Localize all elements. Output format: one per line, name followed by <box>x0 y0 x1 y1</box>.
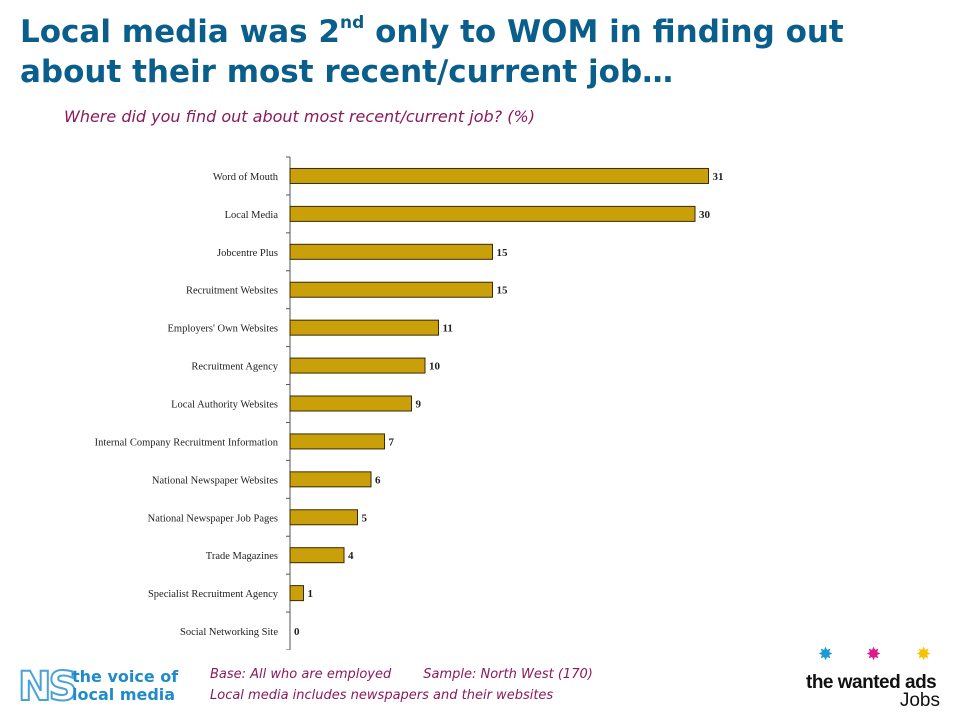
bar <box>289 167 709 184</box>
title-part-1: Local media was 2 <box>20 14 340 50</box>
category-label: Word of Mouth <box>213 172 279 183</box>
category-label: Recruitment Agency <box>191 362 278 373</box>
bar <box>289 585 304 602</box>
bar <box>289 509 358 526</box>
chart-question: Where did you find out about most recent… <box>64 107 535 126</box>
data-label: 30 <box>699 209 711 221</box>
data-label: 11 <box>443 323 453 335</box>
bar <box>289 205 696 222</box>
bar <box>289 395 412 412</box>
footer-base: Base: All who are employed <box>210 667 392 682</box>
page-title: Local media was 2nd only to WOM in findi… <box>20 12 940 92</box>
footer-sample: Sample: North West (170) <box>423 667 593 682</box>
title-superscript: nd <box>340 13 365 33</box>
bar <box>289 281 493 298</box>
category-label: Internal Company Recruitment Information <box>95 437 279 448</box>
wanted-ads-logo: ✸ ✸ ✸ the wanted ads Jobs <box>806 646 946 712</box>
data-label: 31 <box>713 171 724 183</box>
category-label: Trade Magazines <box>206 551 278 562</box>
bar <box>289 471 372 488</box>
wanted-ads-jobs: Jobs <box>899 690 940 711</box>
data-label: 4 <box>348 550 354 562</box>
wanted-ads-brand: the wanted ads <box>806 672 937 693</box>
data-label: 5 <box>362 512 368 524</box>
data-label: 9 <box>416 399 422 411</box>
category-label: Employers' Own Websites <box>167 324 278 335</box>
data-label: 6 <box>375 474 381 486</box>
ns-logo-tagline: the voice of local media <box>72 668 178 704</box>
category-label: National Newspaper Websites <box>152 475 278 486</box>
ns-logo-line-2: local media <box>72 685 176 704</box>
category-label: Local Authority Websites <box>171 400 278 411</box>
data-label: 7 <box>389 436 395 448</box>
data-label: 10 <box>429 361 441 373</box>
bar-chart: Word of Mouth 31 Local Media 30 Jobcentre Pl… <box>95 156 724 650</box>
bar <box>289 547 345 564</box>
bar <box>289 357 426 374</box>
yellow-star-icon: ✸ <box>916 644 932 665</box>
ns-logo: NS the voice of local media <box>17 664 188 710</box>
bar <box>289 243 493 260</box>
bar <box>289 433 385 450</box>
data-label: 15 <box>497 247 509 259</box>
category-label: Specialist Recruitment Agency <box>148 589 279 600</box>
data-label: 15 <box>497 285 509 297</box>
ns-logo-line-1: the voice of <box>72 667 179 686</box>
data-label: 0 <box>294 626 300 638</box>
category-label: Recruitment Websites <box>186 286 278 297</box>
title-part-2: only to WOM in finding out about their m… <box>20 14 844 90</box>
footer-base-line: Base: All who are employed Sample: North … <box>210 667 593 682</box>
bar <box>289 319 439 336</box>
ns-logo-letters: NS <box>17 664 78 710</box>
data-label: 1 <box>308 588 314 600</box>
category-label: National Newspaper Job Pages <box>148 513 278 524</box>
category-label: Jobcentre Plus <box>217 248 278 259</box>
pink-star-icon: ✸ <box>866 644 882 665</box>
blue-star-icon: ✸ <box>818 644 834 665</box>
category-label: Local Media <box>225 210 279 221</box>
category-label: Social Networking Site <box>180 627 278 638</box>
footer-note: Local media includes newspapers and thei… <box>210 688 554 703</box>
